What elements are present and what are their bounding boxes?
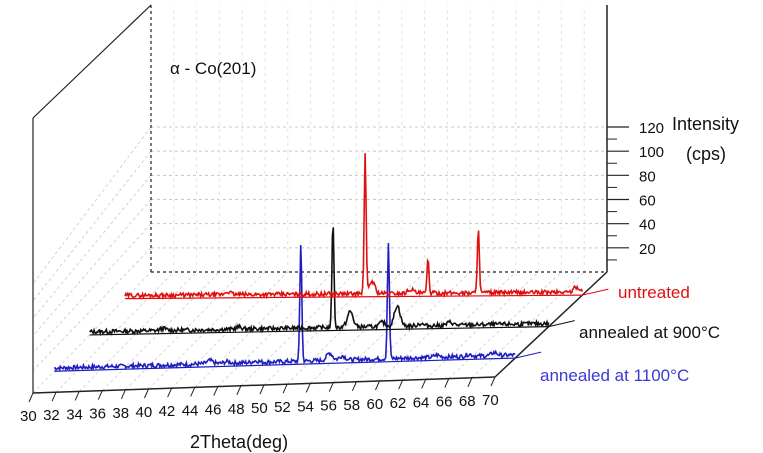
series-trace xyxy=(53,242,516,373)
x-tick-label: 64 xyxy=(413,394,430,411)
series-label-leader xyxy=(548,320,575,328)
y-tick-label: 80 xyxy=(639,168,656,185)
y-tick-label: 120 xyxy=(639,120,664,137)
series-baseline xyxy=(54,357,516,372)
y-tick-label: 60 xyxy=(639,193,656,210)
x-tick-label: 32 xyxy=(43,407,60,424)
floor-gridline xyxy=(471,271,585,379)
y-tick-label: 40 xyxy=(639,217,656,234)
side-gridline xyxy=(32,175,152,319)
x-tick xyxy=(421,379,427,389)
x-tick xyxy=(74,391,80,401)
y-axis-title-line1: Intensity xyxy=(672,114,739,134)
x-tick xyxy=(120,389,126,400)
series-trace xyxy=(124,153,584,301)
x-tick xyxy=(490,376,496,387)
x-tick-label: 56 xyxy=(320,398,337,415)
x-tick xyxy=(467,377,473,388)
x-tick-label: 36 xyxy=(89,406,106,423)
series-label-1100: annealed at 1100°C xyxy=(540,366,689,385)
y-tick-label: 100 xyxy=(639,144,664,161)
side-gridline xyxy=(32,247,152,371)
x-tick-label: 58 xyxy=(343,397,360,414)
x-tick-label: 52 xyxy=(274,399,291,416)
x-tick xyxy=(305,383,311,393)
floor-gridline xyxy=(425,271,539,380)
side-gridline xyxy=(32,223,152,354)
x-tick-label: 46 xyxy=(205,402,222,419)
x-tick xyxy=(97,390,103,400)
x-axis-title: 2Theta(deg) xyxy=(190,432,288,452)
floor-gridline xyxy=(125,271,243,391)
floor-gridline xyxy=(286,271,403,385)
x-tick xyxy=(51,391,57,402)
x-tick xyxy=(282,383,288,394)
axes: 20 40 60 80 100 120 30 32 34 36 38 40 42 44 46 48 50 52 54… xyxy=(20,120,664,425)
x-tick-label: 48 xyxy=(228,401,245,418)
x-tick xyxy=(259,384,265,395)
y-axis-title-line2: (cps) xyxy=(686,144,726,164)
x-tick xyxy=(28,392,34,403)
x-tick-label: 60 xyxy=(367,396,384,413)
x-tick xyxy=(351,381,357,392)
floor-gridline xyxy=(101,271,220,391)
series-label-untreated: untreated xyxy=(618,283,690,302)
side-gridline xyxy=(32,150,152,302)
x-tick-label: 30 xyxy=(20,408,37,425)
right-floor-edge xyxy=(494,271,608,378)
chart-grid xyxy=(32,5,608,394)
x-tick-label: 34 xyxy=(66,406,83,423)
x-tick xyxy=(190,387,196,397)
x-tick-label: 54 xyxy=(297,398,314,415)
x-tick-label: 44 xyxy=(182,402,199,419)
x-tick-label: 38 xyxy=(112,405,129,422)
series-baseline xyxy=(89,326,549,336)
x-tick xyxy=(213,386,219,396)
x-tick-label: 50 xyxy=(251,400,268,417)
side-gridline xyxy=(32,199,152,337)
x-tick-label: 42 xyxy=(159,403,176,420)
floor-gridline xyxy=(448,271,562,379)
series-label-900: annealed at 900°C xyxy=(579,323,720,342)
y-tick-label: 20 xyxy=(639,241,656,258)
x-tick-label: 40 xyxy=(136,404,153,421)
x-tick xyxy=(398,379,404,390)
series-trace xyxy=(89,227,550,337)
side-gridline xyxy=(32,126,152,284)
x-tick xyxy=(328,382,334,392)
x-tick-label: 66 xyxy=(436,394,453,411)
x-tick xyxy=(236,385,242,396)
floor-gridline xyxy=(78,271,197,392)
series-label-leader xyxy=(582,288,609,296)
series-group xyxy=(53,153,609,373)
top-left-edge xyxy=(32,4,152,119)
x-tick xyxy=(167,387,173,398)
floor-gridline xyxy=(309,271,425,384)
x-tick xyxy=(375,380,380,391)
series-label-leader xyxy=(515,351,542,359)
x-tick-label: 62 xyxy=(390,395,407,412)
x-tick-label: 70 xyxy=(482,392,499,409)
series-baseline xyxy=(125,294,583,300)
x-tick-label: 68 xyxy=(459,393,476,410)
x-tick xyxy=(144,388,149,399)
x-tick xyxy=(444,378,450,388)
peak-annotation: α - Co(201) xyxy=(170,59,256,78)
